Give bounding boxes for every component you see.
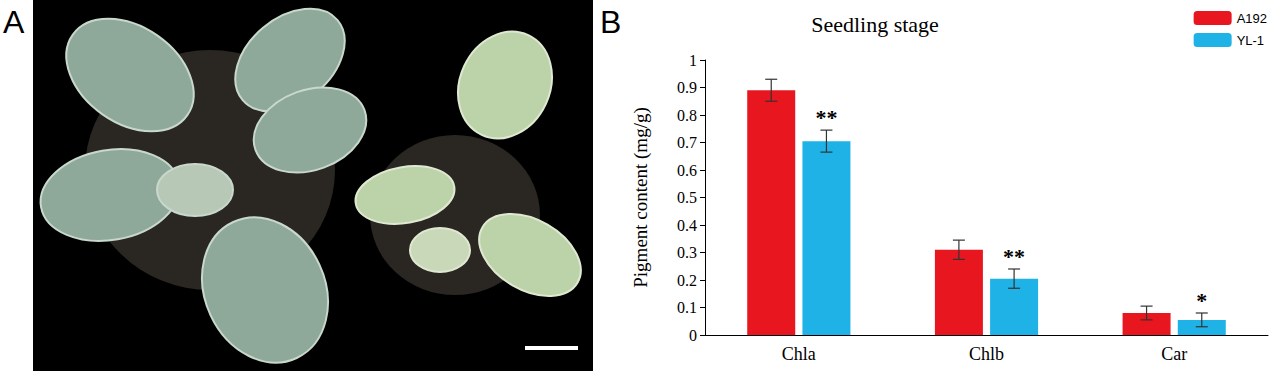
- svg-text:**: **: [815, 105, 837, 130]
- svg-text:0.4: 0.4: [677, 217, 697, 234]
- svg-text:**: **: [1003, 244, 1025, 269]
- svg-text:0.5: 0.5: [677, 189, 697, 206]
- svg-text:Chlb: Chlb: [969, 344, 1004, 364]
- svg-text:0.1: 0.1: [677, 299, 697, 316]
- svg-text:0.2: 0.2: [677, 272, 697, 289]
- svg-text:Chla: Chla: [782, 344, 816, 364]
- svg-text:A192: A192: [1237, 11, 1267, 26]
- svg-text:Pigment content (mg/g): Pigment content (mg/g): [630, 107, 652, 287]
- svg-text:0.8: 0.8: [677, 107, 697, 124]
- svg-text:Car: Car: [1161, 344, 1187, 364]
- svg-text:0.9: 0.9: [677, 79, 697, 96]
- svg-text:0.3: 0.3: [677, 244, 697, 261]
- svg-text:0.7: 0.7: [677, 134, 697, 151]
- html-text:A: A: [3, 4, 25, 40]
- html-text:B: B: [600, 4, 622, 40]
- svg-text:Seedling stage: Seedling stage: [811, 12, 939, 37]
- svg-text:0: 0: [689, 327, 697, 344]
- svg-text:YL-1: YL-1: [1237, 33, 1264, 48]
- svg-text:1: 1: [689, 52, 697, 69]
- svg-text:0.6: 0.6: [677, 162, 697, 179]
- svg-text:*: *: [1196, 288, 1207, 313]
